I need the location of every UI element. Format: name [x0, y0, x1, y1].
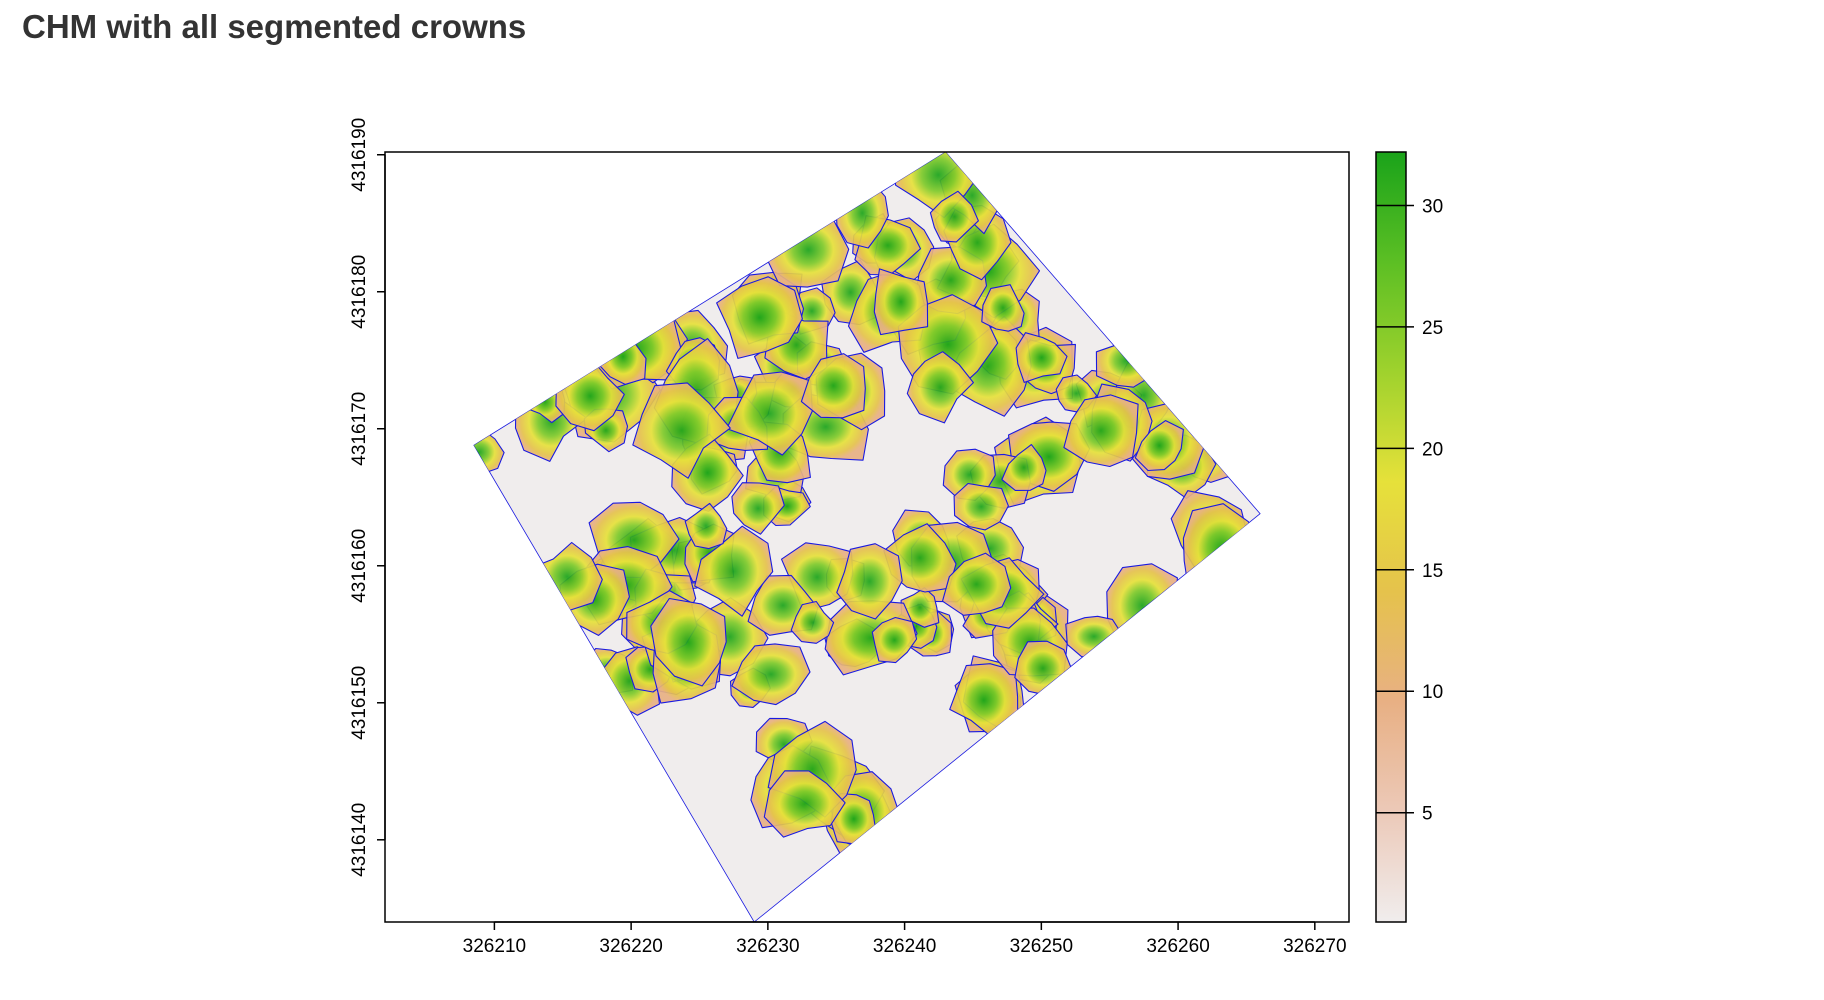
crown-segment — [800, 353, 866, 419]
y-tick-label: 4316170 — [349, 392, 370, 466]
crown-segment — [731, 482, 785, 535]
crown-segment — [873, 268, 929, 336]
colorbar-tick-label: 15 — [1422, 561, 1443, 582]
crown-segment — [726, 371, 813, 456]
colorbar-tick-label: 10 — [1422, 682, 1443, 703]
y-tick-label: 4316140 — [349, 803, 370, 877]
crown-segment — [731, 643, 811, 706]
x-tick-label: 326230 — [736, 936, 799, 957]
y-tick-label: 4316180 — [349, 255, 370, 329]
colorbar-tick-label: 25 — [1422, 318, 1443, 339]
colorbar-tick-label: 5 — [1422, 804, 1433, 825]
colorbar-tick-label: 30 — [1422, 196, 1443, 217]
crown-segment — [953, 482, 1009, 531]
x-tick-label: 326240 — [873, 936, 936, 957]
y-axis: 4316140 4316150 4316160 4316170 4316180 43161… — [349, 118, 386, 877]
y-tick-label: 4316160 — [349, 529, 370, 603]
crown-segment — [684, 502, 728, 550]
crown-segment — [929, 190, 979, 243]
segmented-crowns — [473, 152, 1261, 859]
crown-segment — [1001, 444, 1047, 491]
crown-segment — [906, 351, 974, 424]
crown-segment — [1063, 394, 1139, 468]
crown-segment — [1134, 420, 1184, 472]
crown-segment — [871, 616, 918, 664]
colorbar-ticks: 5 10 15 20 25 30 — [1376, 196, 1443, 825]
crown-segment — [790, 600, 835, 644]
chm-raster — [473, 152, 1261, 922]
y-tick-label: 4316190 — [349, 118, 370, 192]
x-tick-label: 326260 — [1146, 936, 1209, 957]
crown-segment — [836, 543, 903, 620]
y-tick-label: 4316150 — [349, 666, 370, 740]
crown-segment — [650, 597, 727, 687]
x-tick-label: 326270 — [1283, 936, 1346, 957]
x-axis: 326210 326220 326230 326240 326250 326260 3262… — [463, 921, 1347, 957]
crown-segment — [716, 276, 803, 359]
colorbar-bar — [1375, 151, 1407, 923]
crown-segment — [763, 770, 846, 838]
crown-segment — [632, 382, 731, 479]
x-tick-label: 326220 — [599, 936, 662, 957]
crown-segment — [694, 525, 774, 617]
crown-segment — [1015, 332, 1068, 383]
colorbar-tick-label: 20 — [1422, 439, 1443, 460]
chart-title: CHM with all segmented crowns — [22, 8, 527, 45]
crown-segment — [941, 552, 1012, 616]
x-tick-label: 326210 — [463, 936, 526, 957]
crown-segment — [981, 284, 1025, 332]
colorbar: 5 10 15 20 25 30 — [1375, 151, 1443, 923]
x-tick-label: 326250 — [1010, 936, 1073, 957]
